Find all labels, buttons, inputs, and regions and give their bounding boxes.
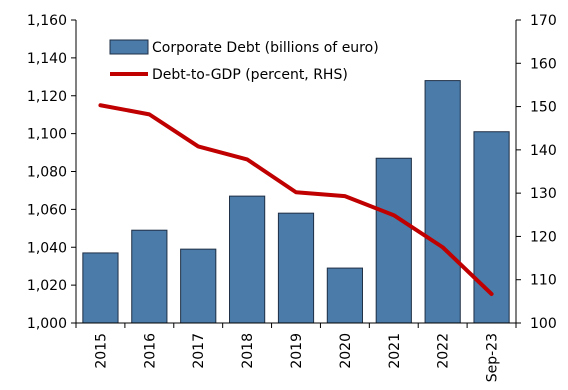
- bar-2021: [375, 157, 412, 324]
- plot-area: 1,000 1,020 1,040 1,060 1,080 1,100 1,120 1,140…: [27, 13, 557, 382]
- bar-2019: [277, 212, 315, 324]
- right-tick-label: 150: [530, 100, 557, 116]
- x-tick-label: Sep-23: [485, 333, 501, 382]
- bar-2018: [229, 195, 266, 324]
- x-tick-label: 2016: [142, 333, 158, 369]
- left-tick-label: 1,080: [27, 165, 67, 181]
- bar-2022: [424, 80, 461, 324]
- bar-2020: [326, 267, 363, 324]
- left-tick-label: 1,100: [27, 127, 67, 143]
- x-tick-label: 2020: [338, 333, 354, 369]
- left-tick-label: 1,060: [27, 202, 67, 218]
- x-tick-label: 2019: [289, 333, 305, 369]
- right-tick-label: 110: [530, 273, 557, 289]
- bar-2015: [82, 252, 119, 324]
- legend: Corporate Debt (billions of euro) Debt-t…: [109, 39, 379, 83]
- legend-label-debt-to-gdp: Debt-to-GDP (percent, RHS): [152, 67, 348, 83]
- legend-swatch-bar: [109, 39, 149, 55]
- x-tick-label: 2022: [436, 333, 452, 369]
- left-tick-label: 1,160: [27, 13, 67, 29]
- legend-label-corporate-debt: Corporate Debt (billions of euro): [152, 40, 379, 56]
- left-tick-label: 1,140: [27, 51, 67, 67]
- right-tick-label: 100: [530, 316, 557, 332]
- x-tick-label: 2021: [387, 333, 403, 369]
- left-tick-label: 1,120: [27, 89, 67, 105]
- left-tick-label: 1,020: [27, 278, 67, 294]
- x-tick-label: 2018: [240, 333, 256, 369]
- right-tick-label: 140: [530, 143, 557, 159]
- bar-2016: [131, 229, 168, 324]
- left-tick-label: 1,000: [27, 316, 67, 332]
- right-tick-label: 160: [530, 56, 557, 72]
- right-tick-label: 130: [530, 186, 557, 202]
- x-tick-label: 2015: [93, 333, 109, 369]
- left-tick-label: 1,040: [27, 240, 67, 256]
- bar-2017: [180, 248, 217, 324]
- x-tick-label: 2017: [191, 333, 207, 369]
- right-tick-label: 120: [530, 229, 557, 245]
- right-tick-label: 170: [530, 13, 557, 29]
